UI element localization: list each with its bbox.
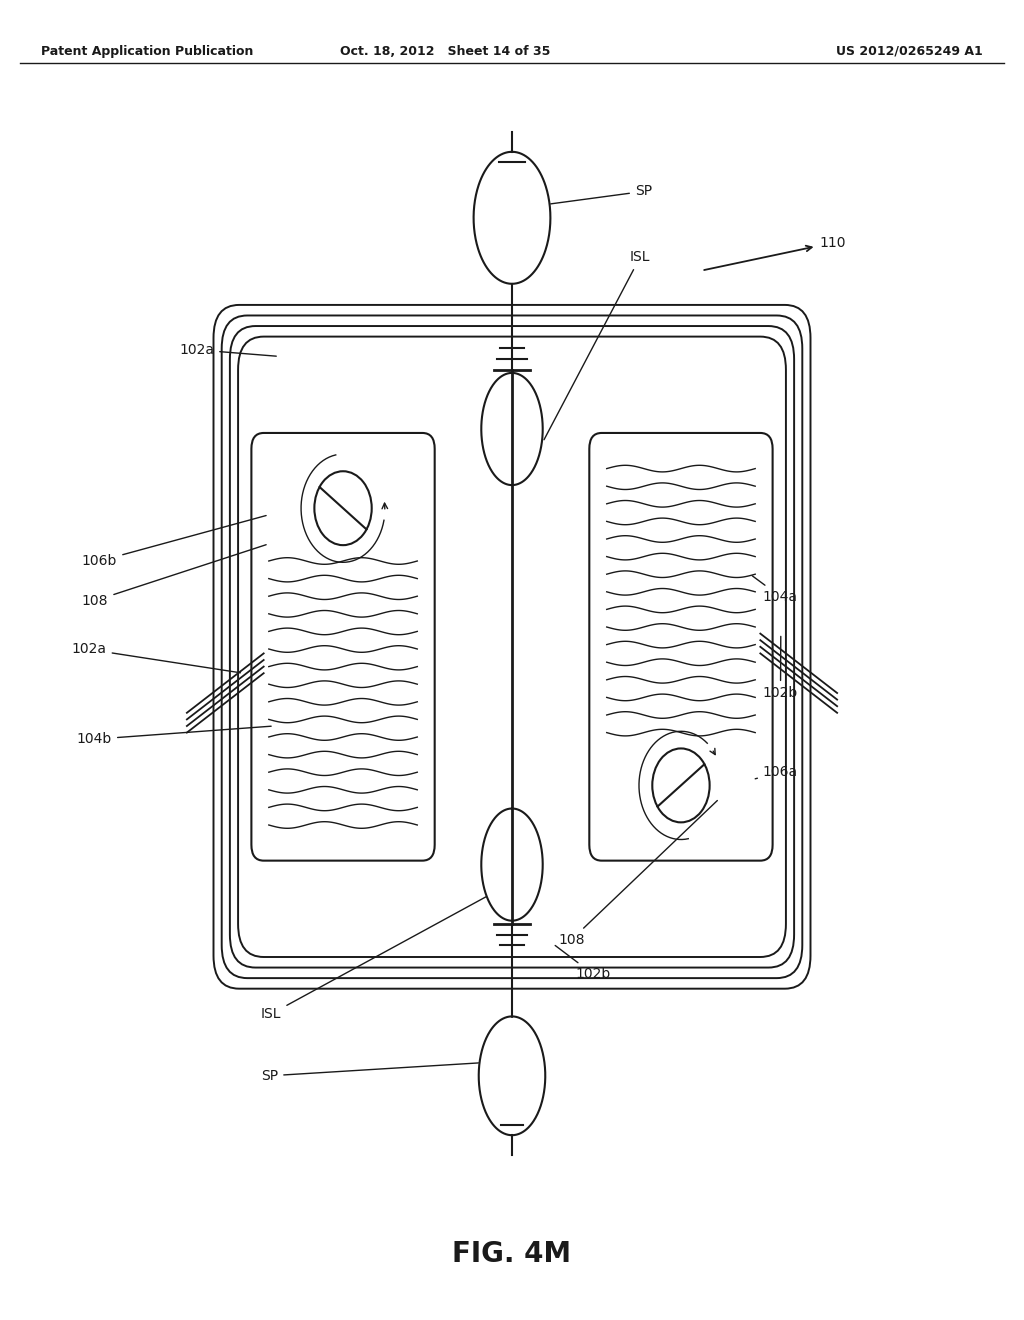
Text: Oct. 18, 2012   Sheet 14 of 35: Oct. 18, 2012 Sheet 14 of 35 — [340, 45, 551, 58]
Text: FIG. 4M: FIG. 4M — [453, 1239, 571, 1269]
Text: SP: SP — [548, 185, 652, 205]
FancyBboxPatch shape — [238, 337, 786, 957]
Text: 102a: 102a — [72, 643, 241, 673]
Text: 102a: 102a — [179, 343, 276, 356]
Text: 102b: 102b — [555, 945, 610, 981]
Text: 104b: 104b — [77, 726, 271, 746]
Text: 108: 108 — [558, 800, 718, 946]
Text: Patent Application Publication: Patent Application Publication — [41, 45, 253, 58]
Text: ISL: ISL — [544, 251, 650, 440]
Text: 110: 110 — [705, 236, 846, 271]
Polygon shape — [474, 152, 550, 284]
Text: 104a: 104a — [753, 576, 798, 603]
Polygon shape — [481, 372, 543, 484]
Text: 102b: 102b — [763, 636, 798, 700]
Text: 108: 108 — [82, 545, 266, 607]
FancyBboxPatch shape — [590, 433, 772, 861]
Text: SP: SP — [261, 1063, 481, 1082]
FancyBboxPatch shape — [252, 433, 434, 861]
Text: 106a: 106a — [756, 766, 798, 779]
Text: ISL: ISL — [261, 892, 495, 1020]
Text: US 2012/0265249 A1: US 2012/0265249 A1 — [837, 45, 983, 58]
Polygon shape — [481, 808, 543, 920]
Polygon shape — [479, 1016, 545, 1135]
Text: 106b: 106b — [82, 516, 266, 568]
